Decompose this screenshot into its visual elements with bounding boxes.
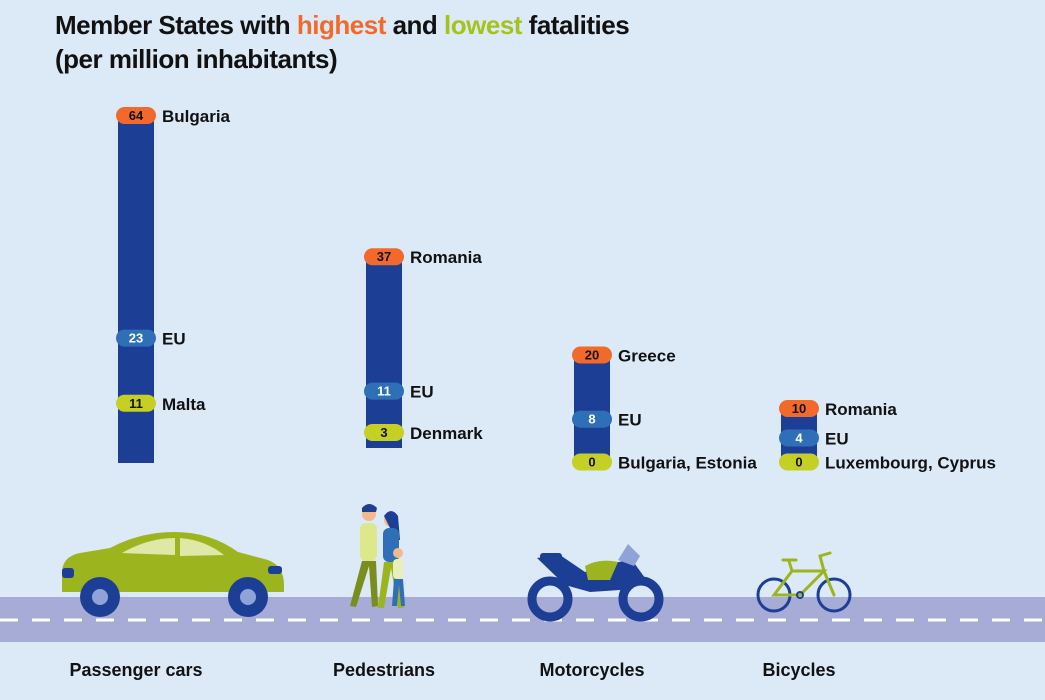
bicycle-icon — [756, 551, 852, 613]
value-label: 3 — [380, 425, 387, 440]
value-label: 0 — [795, 455, 802, 470]
title-line-1: Member States with highest and lowest fa… — [55, 8, 630, 42]
value-label: 0 — [588, 455, 595, 470]
marker-eu — [779, 429, 819, 447]
title-part-2: and — [385, 10, 445, 40]
value-label: 11 — [129, 396, 143, 411]
country-label: Bulgaria — [162, 107, 231, 126]
title-part-1: Member States with — [55, 10, 297, 40]
country-label: Greece — [618, 347, 676, 366]
value-label: 64 — [129, 108, 144, 123]
marker-lowest — [779, 453, 819, 471]
marker-eu — [116, 329, 156, 347]
country-label: Malta — [162, 395, 206, 414]
country-label: Denmark — [410, 424, 483, 443]
value-label: 10 — [792, 401, 806, 416]
category-label: Pedestrians — [333, 660, 435, 680]
markers-layer: 64 23 11 37 11 3 20 8 0 10 4 0 — [116, 106, 819, 471]
title-part-3: fatalities — [521, 10, 630, 40]
marker-eu — [572, 410, 612, 428]
marker-lowest — [364, 423, 404, 441]
marker-lowest — [572, 453, 612, 471]
bar-pedestrians — [366, 256, 402, 448]
category-label: Passenger cars — [69, 660, 202, 680]
country-labels-layer: Bulgaria EU Malta Romania EU Denmark Greece EU B… — [162, 107, 996, 473]
marker-lowest — [116, 394, 156, 412]
country-label: EU — [618, 411, 642, 430]
value-label: 8 — [588, 412, 595, 427]
pedestrians-icon — [350, 504, 405, 608]
title-highest: highest — [296, 10, 386, 40]
road — [0, 597, 1045, 642]
country-label: Romania — [825, 400, 897, 419]
marker-highest — [572, 346, 612, 364]
category-labels-layer: Passenger cars Pedestrians Motorcycles Bicy… — [69, 660, 835, 680]
value-label: 37 — [377, 249, 391, 264]
bars-layer — [118, 115, 817, 463]
marker-highest — [779, 400, 819, 417]
country-label: Romania — [410, 248, 482, 267]
value-label: 23 — [129, 331, 143, 346]
category-label: Bicycles — [762, 660, 835, 680]
title-lowest: lowest — [444, 10, 522, 40]
marker-highest — [364, 248, 404, 266]
value-label: 11 — [377, 384, 391, 399]
car-icon — [62, 532, 284, 617]
motorcycle-icon — [527, 544, 664, 622]
marker-highest — [116, 106, 156, 124]
country-label: EU — [410, 383, 434, 402]
chart-title: Member States with highest and lowest fa… — [55, 8, 630, 76]
country-label: EU — [825, 430, 849, 449]
bar-motorcycles — [574, 355, 610, 462]
country-label: Bulgaria, Estonia — [618, 454, 757, 473]
country-label: EU — [162, 330, 186, 349]
category-label: Motorcycles — [539, 660, 644, 680]
marker-eu — [364, 382, 404, 400]
value-label: 20 — [585, 348, 599, 363]
value-label: 4 — [795, 431, 803, 446]
country-label: Luxembourg, Cyprus — [825, 454, 996, 473]
title-line-2: (per million inhabitants) — [55, 44, 338, 74]
